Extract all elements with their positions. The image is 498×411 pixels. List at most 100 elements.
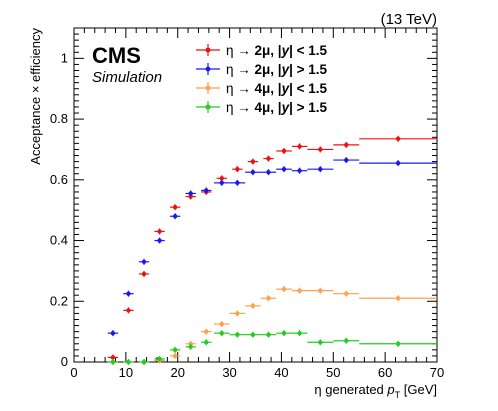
data-point bbox=[172, 204, 178, 210]
legend-label-y: y bbox=[281, 81, 291, 96]
data-point bbox=[172, 353, 178, 359]
x-axis-label: η generated pT [GeV] bbox=[314, 382, 437, 400]
data-point bbox=[157, 356, 162, 362]
data-point bbox=[204, 340, 209, 345]
legend-label: η → 4μ, |y| < 1.5 bbox=[226, 81, 327, 96]
legend-label-prefix: η → bbox=[226, 100, 255, 115]
data-point bbox=[157, 238, 162, 243]
data-point bbox=[126, 308, 131, 313]
data-point bbox=[126, 291, 131, 296]
data-point bbox=[318, 288, 323, 293]
data-point bbox=[281, 148, 287, 154]
data-point bbox=[395, 341, 401, 346]
legend-label-decay: 2μ, | bbox=[255, 62, 282, 77]
legend-marker-point bbox=[205, 47, 211, 53]
data-series bbox=[107, 135, 437, 365]
legend-label-prefix: η → bbox=[226, 43, 255, 58]
y-tick-label: 0.6 bbox=[50, 172, 68, 187]
data-point bbox=[266, 296, 271, 301]
data-point bbox=[297, 144, 302, 149]
x-tick-label: 0 bbox=[70, 365, 77, 380]
legend-label-cut: | < 1.5 bbox=[289, 43, 327, 58]
data-point bbox=[266, 170, 271, 175]
data-point bbox=[395, 296, 401, 301]
energy-label: (13 TeV) bbox=[381, 11, 437, 28]
y-tick-label: 0 bbox=[61, 354, 68, 369]
x-tick-label: 20 bbox=[170, 365, 184, 380]
legend-label-decay: 4μ, | bbox=[255, 81, 282, 96]
data-point bbox=[219, 180, 224, 186]
legend-label-y: y bbox=[281, 43, 291, 58]
series-0 bbox=[107, 135, 437, 361]
data-point bbox=[141, 259, 147, 264]
data-point bbox=[219, 321, 224, 327]
legend-label: η → 2μ, |y| < 1.5 bbox=[226, 43, 327, 58]
data-point bbox=[318, 147, 323, 152]
legend-label-y: y bbox=[281, 100, 291, 115]
series-2 bbox=[107, 286, 437, 365]
data-point bbox=[172, 347, 178, 353]
data-point bbox=[281, 330, 287, 336]
x-tick-label: 70 bbox=[430, 365, 444, 380]
data-point bbox=[188, 344, 193, 350]
x-axis-label-prefix: η generated bbox=[314, 382, 387, 397]
data-point bbox=[110, 359, 116, 365]
cms-label: CMS bbox=[92, 43, 141, 68]
data-point bbox=[344, 338, 349, 343]
data-point bbox=[188, 341, 193, 346]
legend-label-cut: | > 1.5 bbox=[289, 100, 327, 115]
data-point bbox=[266, 332, 271, 337]
legend-label-prefix: η → bbox=[226, 62, 255, 77]
legend-label-decay: 4μ, | bbox=[255, 100, 282, 115]
data-point bbox=[110, 330, 116, 336]
simulation-label: Simulation bbox=[92, 69, 162, 86]
data-point bbox=[344, 142, 349, 148]
data-point bbox=[250, 332, 256, 337]
x-tick-label: 40 bbox=[274, 365, 288, 380]
data-point bbox=[235, 180, 240, 186]
x-axis-label-sub: T bbox=[395, 390, 401, 400]
data-point bbox=[188, 194, 193, 199]
data-point bbox=[219, 330, 224, 336]
data-point bbox=[219, 176, 224, 181]
y-tick-label: 1 bbox=[61, 50, 68, 65]
legend-label-y: y bbox=[281, 62, 291, 77]
data-point bbox=[395, 160, 401, 166]
data-point bbox=[172, 214, 178, 219]
legend-entry-3: η → 4μ, |y| > 1.5 bbox=[196, 100, 327, 115]
data-point bbox=[141, 271, 147, 277]
axis-ticks: 0 10 20 30 40 50 60 70 0 0.2 0.4 0.6 0.8 1 bbox=[50, 27, 444, 380]
data-point bbox=[344, 291, 349, 296]
legend-entry-1: η → 2μ, |y| > 1.5 bbox=[196, 62, 327, 77]
y-tick-label: 0.8 bbox=[50, 111, 68, 126]
data-point bbox=[235, 332, 240, 337]
data-point bbox=[395, 136, 401, 142]
data-point bbox=[188, 191, 193, 196]
y-tick-label: 0.4 bbox=[50, 233, 68, 248]
data-point bbox=[297, 168, 302, 173]
x-tick-label: 50 bbox=[326, 365, 340, 380]
legend-label-cut: | > 1.5 bbox=[289, 62, 327, 77]
x-tick-label: 60 bbox=[378, 365, 392, 380]
legend-entry-2: η → 4μ, |y| < 1.5 bbox=[196, 81, 327, 96]
legend-entry-0: η → 2μ, |y| < 1.5 bbox=[196, 43, 327, 58]
data-point bbox=[250, 303, 256, 309]
x-axis-label-p: p bbox=[386, 382, 394, 397]
legend-label: η → 4μ, |y| > 1.5 bbox=[226, 100, 327, 115]
series-3 bbox=[107, 330, 437, 365]
data-point bbox=[204, 188, 209, 193]
data-point bbox=[297, 330, 302, 336]
series-1 bbox=[107, 157, 437, 337]
legend-marker-point bbox=[205, 85, 211, 91]
data-point bbox=[126, 359, 131, 365]
data-point bbox=[297, 288, 302, 293]
y-axis-label: Acceptance × efficiency bbox=[28, 28, 43, 165]
data-point bbox=[250, 170, 256, 175]
data-point bbox=[281, 286, 287, 292]
data-point bbox=[266, 156, 271, 161]
legend-label-cut: | < 1.5 bbox=[289, 81, 327, 96]
legend-label: η → 2μ, |y| > 1.5 bbox=[226, 62, 327, 77]
data-point bbox=[235, 311, 240, 316]
legend-label-prefix: η → bbox=[226, 81, 255, 96]
